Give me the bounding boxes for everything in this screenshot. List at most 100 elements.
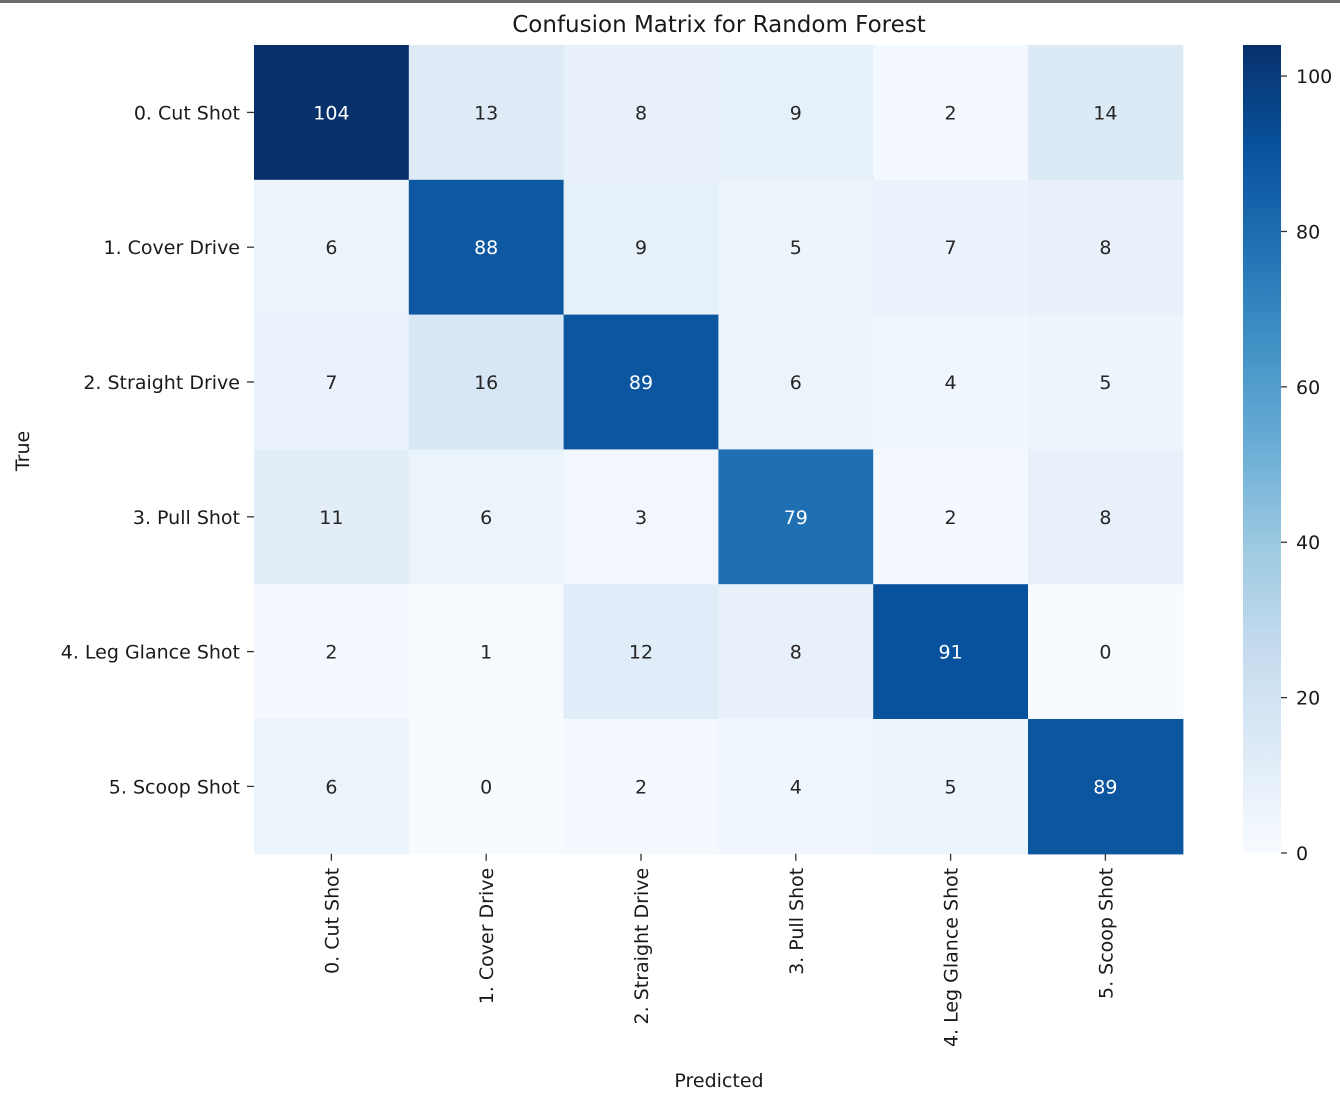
heatmap-cell (408, 179, 565, 316)
cell-value-label: 13 (474, 102, 498, 124)
colorbar-tick-label: 60 (1296, 377, 1320, 399)
heatmap-cell (563, 314, 719, 450)
heatmap-cell (254, 584, 410, 720)
x-tick-label: 1. Cover Drive (476, 868, 498, 1005)
heatmap-cell (254, 314, 410, 450)
heatmap-cell (1028, 719, 1184, 855)
y-tick-label: 5. Scoop Shot (109, 776, 240, 798)
y-tick-label: 0. Cut Shot (134, 102, 240, 124)
x-tick-label: 3. Pull Shot (786, 868, 808, 975)
cell-value-label: 14 (1093, 102, 1117, 124)
y-tick-label: 1. Cover Drive (104, 237, 241, 259)
cell-value-label: 88 (474, 237, 498, 259)
heatmap-cell (408, 719, 565, 855)
cell-value-label: 9 (790, 102, 802, 124)
heatmap-cell (254, 179, 410, 316)
cell-value-label: 9 (635, 237, 647, 259)
cell-value-label: 6 (325, 776, 337, 798)
cell-value-label: 5 (945, 776, 957, 798)
heatmap-cell (563, 45, 719, 181)
y-axis-ticks: 0. Cut Shot 1. Cover Drive 2. Straight Dri… (61, 102, 254, 798)
cell-value-label: 5 (1099, 372, 1111, 394)
colorbar-tick-label: 0 (1296, 843, 1308, 865)
cell-value-label: 0 (1099, 642, 1111, 664)
colorbar (1243, 45, 1281, 853)
cell-value-label: 89 (629, 372, 653, 394)
colorbar-tick-label: 100 (1296, 66, 1332, 88)
cell-value-label: 8 (635, 102, 647, 124)
x-tick-label: 0. Cut Shot (321, 868, 343, 974)
cell-value-label: 2 (945, 507, 957, 529)
heatmap-cell (873, 179, 1029, 316)
heatmap-cell (563, 719, 719, 855)
cell-value-label: 8 (790, 642, 802, 664)
cell-value-label: 104 (313, 102, 349, 124)
cell-value-label: 8 (1099, 507, 1111, 529)
y-tick-label: 2. Straight Drive (83, 372, 240, 394)
cell-value-label: 7 (945, 237, 957, 259)
heatmap-cell (718, 314, 874, 450)
x-tick-label: 5. Scoop Shot (1095, 868, 1117, 999)
heatmap-cell (873, 45, 1029, 181)
cell-value-label: 4 (790, 776, 802, 798)
heatmap-cell (1028, 584, 1184, 720)
heatmap-cell (873, 584, 1029, 720)
y-tick-label: 4. Leg Glance Shot (61, 642, 240, 664)
cell-value-label: 2 (325, 642, 337, 664)
cell-value-label: 6 (325, 237, 337, 259)
y-axis-label: True (12, 431, 34, 472)
heatmap-cell (718, 179, 874, 316)
window-top-edge (0, 0, 1340, 3)
colorbar-tick-label: 80 (1296, 221, 1320, 243)
heatmap-cell (408, 584, 565, 720)
cell-value-label: 4 (945, 372, 957, 394)
cell-value-label: 91 (939, 642, 963, 664)
heatmap-annotations: 104 13 8 9 2 146 88 9 5 7 87 16 89 6 4 511 6 3 79 2 82 1 12 8 91… (313, 102, 1117, 798)
cell-value-label: 3 (635, 507, 647, 529)
cell-value-label: 11 (319, 507, 343, 529)
heatmap-cells (254, 45, 1184, 855)
heatmap-cell (873, 719, 1029, 855)
heatmap-cell (563, 449, 719, 585)
heatmap-cell (873, 314, 1029, 450)
x-axis-ticks: 0. Cut Shot 1. Cover Drive 2. Straight Dri… (321, 853, 1117, 1047)
heatmap-cell (254, 719, 410, 855)
y-tick-label: 3. Pull Shot (133, 507, 240, 529)
cell-value-label: 7 (325, 372, 337, 394)
cell-value-label: 12 (629, 642, 653, 664)
colorbar-ticks: 0 20 40 60 80 100 (1281, 66, 1332, 865)
heatmap-cell (408, 314, 565, 450)
heatmap-cell (1028, 179, 1184, 316)
cell-value-label: 5 (790, 237, 802, 259)
x-tick-label: 4. Leg Glance Shot (941, 868, 963, 1047)
heatmap-cell (1028, 314, 1184, 450)
cell-value-label: 6 (790, 372, 802, 394)
cell-value-label: 8 (1099, 237, 1111, 259)
heatmap-cell (1028, 449, 1184, 585)
x-tick-label: 2. Straight Drive (631, 868, 653, 1025)
heatmap-cell (718, 719, 874, 855)
heatmap-cell (254, 449, 410, 585)
cell-value-label: 2 (635, 776, 647, 798)
heatmap-cell (718, 584, 874, 720)
heatmap-cell (873, 449, 1029, 585)
heatmap-cell (408, 45, 565, 181)
heatmap-cell (563, 179, 719, 316)
heatmap-cell (408, 449, 565, 585)
colorbar-tick-label: 40 (1296, 532, 1320, 554)
x-axis-label: Predicted (674, 1070, 763, 1092)
colorbar-tick-label: 20 (1296, 688, 1320, 710)
cell-value-label: 0 (480, 776, 492, 798)
cell-value-label: 1 (480, 642, 492, 664)
cell-value-label: 89 (1093, 776, 1117, 798)
heatmap-cell (254, 45, 410, 181)
chart-title: Confusion Matrix for Random Forest (512, 12, 926, 38)
heatmap-cell (718, 449, 874, 585)
heatmap-cell (563, 584, 719, 720)
heatmap-cell (1028, 45, 1184, 181)
cell-value-label: 2 (945, 102, 957, 124)
heatmap-cell (718, 45, 874, 181)
cell-value-label: 79 (784, 507, 808, 529)
cell-value-label: 6 (480, 507, 492, 529)
